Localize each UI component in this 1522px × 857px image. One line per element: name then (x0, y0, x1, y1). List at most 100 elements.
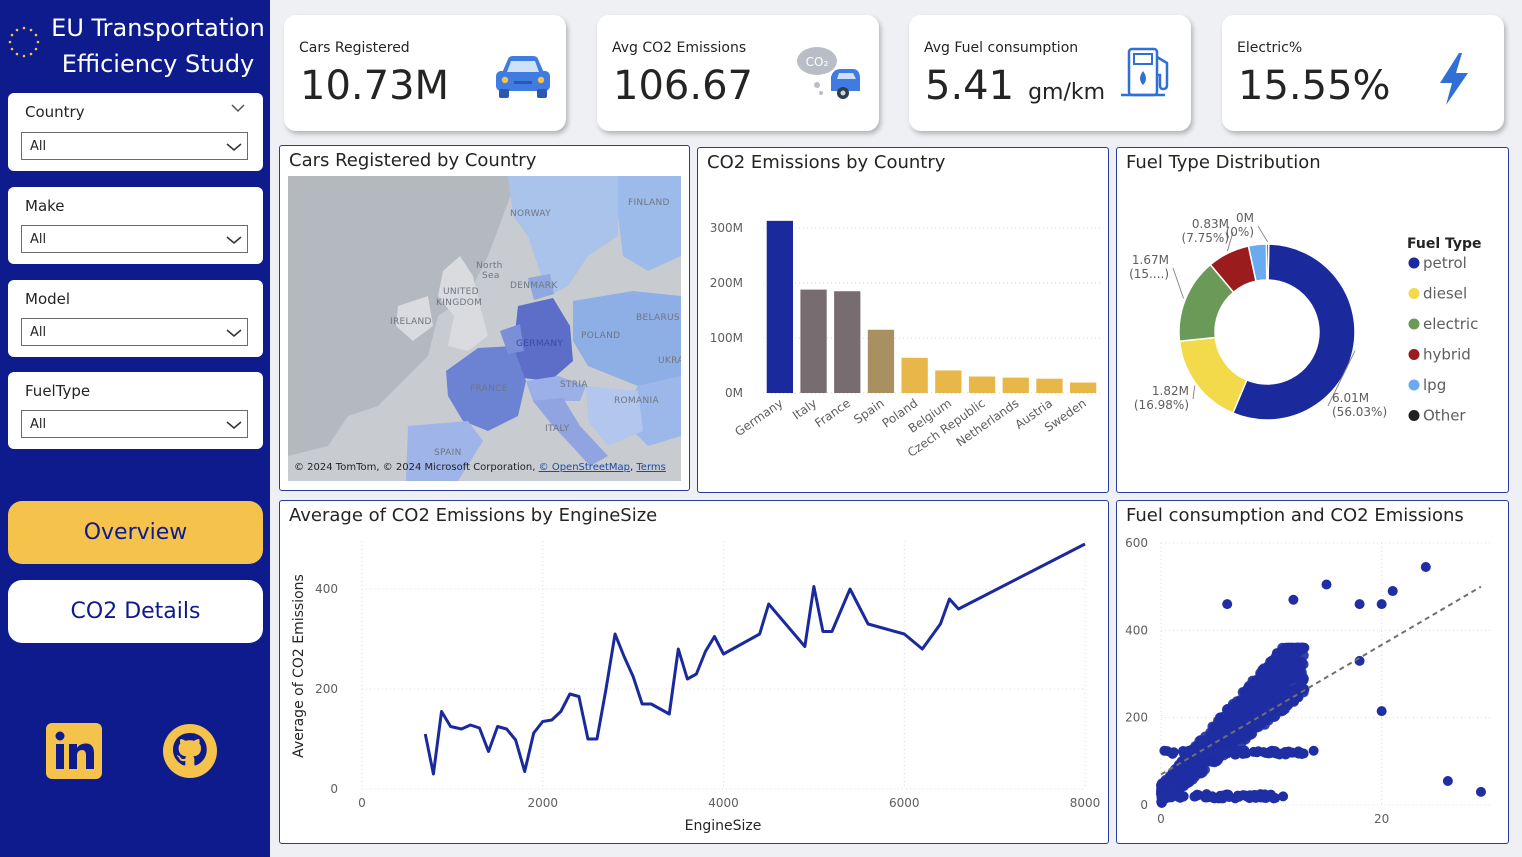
scatter-point (1210, 726, 1221, 737)
legend-marker (1408, 257, 1420, 269)
donut-slice (1178, 336, 1248, 415)
scatter-point (1266, 687, 1277, 698)
donut-data-label: 0M (1236, 211, 1254, 225)
scatter-point (1475, 786, 1486, 797)
scatter-point (1158, 792, 1169, 803)
terms-link[interactable]: Terms (636, 462, 666, 473)
map-label: FINLAND (628, 198, 670, 208)
map-label: FRANCE (470, 384, 508, 394)
map-attribution-text: © 2024 TomTom, © 2024 Microsoft Corporat… (294, 462, 536, 473)
legend-marker (1408, 379, 1420, 391)
x-tick-label: Germany (732, 396, 785, 439)
bar (867, 329, 895, 393)
chevron-down-icon (226, 143, 242, 151)
make-filter: Make All (8, 187, 263, 264)
app-title: EU Transportation Efficiency Study (48, 10, 268, 82)
map-label: DENMARK (510, 281, 558, 291)
scatter-point (1197, 767, 1208, 778)
donut-data-label: (16.98%) (1134, 398, 1189, 412)
model-dropdown[interactable]: All (21, 318, 248, 346)
scatter-point (1222, 707, 1233, 718)
fueltype-dropdown[interactable]: All (21, 410, 248, 438)
bar (1070, 382, 1097, 393)
y-axis-label: Average of CO2 Emissions (291, 574, 307, 758)
kpi-value-number: 106.67 (613, 63, 753, 109)
donut-leader-line (1172, 267, 1184, 299)
scatter-point (1231, 711, 1242, 722)
fuel-type-title: Fuel Type Distribution (1126, 152, 1321, 173)
x-tick-label: 4000 (708, 796, 739, 810)
donut-leader-line (1257, 225, 1269, 243)
scatter-point (1376, 599, 1387, 610)
country-filter: Country All (8, 93, 263, 171)
kpi-label: Cars Registered (299, 40, 410, 56)
openstreetmap-link[interactable]: © OpenStreetMap (538, 462, 631, 473)
y-tick-label: 400 (1125, 623, 1148, 637)
y-tick-label: 200M (710, 276, 743, 290)
bar (1036, 378, 1063, 393)
overview-nav-button[interactable]: Overview (8, 501, 263, 564)
scatter-point (1243, 714, 1254, 725)
country-dropdown-value: All (30, 139, 47, 154)
map-label: NORWAY (510, 209, 551, 219)
donut-leader-line (1327, 350, 1356, 407)
scatter-point (1175, 792, 1186, 803)
fueltype-filter: FuelType All (8, 372, 263, 449)
map-label: ROMANIA (614, 396, 659, 406)
scatter-point (1294, 665, 1305, 676)
linkedin-icon[interactable] (46, 723, 102, 779)
y-tick-label: 400 (315, 582, 338, 596)
country-dropdown[interactable]: All (21, 132, 248, 160)
make-dropdown[interactable]: All (21, 225, 248, 253)
fueltype-filter-label: FuelType (25, 382, 91, 400)
scatter-point (1291, 642, 1302, 653)
legend-marker (1408, 318, 1420, 330)
y-tick-label: 0 (330, 782, 338, 796)
github-icon[interactable] (162, 723, 218, 779)
scatter-point (1376, 706, 1387, 717)
scatter-point (1220, 747, 1231, 758)
fuel-pump-icon (1121, 47, 1169, 97)
scatter-point (1167, 748, 1178, 759)
scatter-point (1278, 791, 1289, 802)
co2-details-nav-button[interactable]: CO2 Details (8, 580, 263, 643)
bar (800, 289, 827, 393)
y-tick-label: 0M (725, 386, 743, 400)
scatter-point (1189, 791, 1200, 802)
x-axis-label: EngineSize (685, 818, 762, 834)
scatter-point (1258, 663, 1269, 674)
kpi-value: 106.67 (613, 63, 753, 109)
donut-data-label: 1.82M (1152, 384, 1189, 398)
scatter-point (1277, 706, 1288, 717)
map-attribution: © 2024 TomTom, © 2024 Microsoft Corporat… (294, 462, 666, 473)
scatter-point (1275, 662, 1286, 673)
kpi-electric-percent: Electric% 15.55% (1222, 15, 1504, 131)
kpi-value-number: 10.73M (300, 63, 450, 109)
scatter-point (1273, 693, 1284, 704)
x-tick-label: 6000 (889, 796, 920, 810)
car-icon (496, 56, 550, 98)
kpi-label: Electric% (1237, 40, 1303, 56)
legend-marker (1408, 349, 1420, 360)
country-map[interactable]: NORWAY FINLAND North Sea DENMARK UNITED … (288, 176, 681, 481)
scatter-point (1287, 747, 1298, 758)
scatter-point (1213, 747, 1224, 758)
bar (935, 370, 962, 393)
donut-data-label: (15....) (1129, 267, 1169, 281)
line-series (423, 542, 1086, 776)
kpi-label: Avg CO2 Emissions (612, 40, 747, 56)
scatter-point (1284, 674, 1295, 685)
legend-item: hybrid (1423, 346, 1471, 364)
map-label: Sea (482, 271, 500, 281)
scatter-point (1227, 698, 1238, 709)
scatter-point (1279, 685, 1290, 696)
map-label: BELARUS (636, 313, 680, 323)
collapse-chevron-icon[interactable] (231, 103, 245, 113)
kpi-label: Avg Fuel consumption (924, 40, 1079, 56)
y-tick-label: 200 (315, 682, 338, 696)
scatter-point (1179, 749, 1190, 760)
map-label: UNITED (443, 287, 479, 297)
bar (834, 291, 861, 393)
